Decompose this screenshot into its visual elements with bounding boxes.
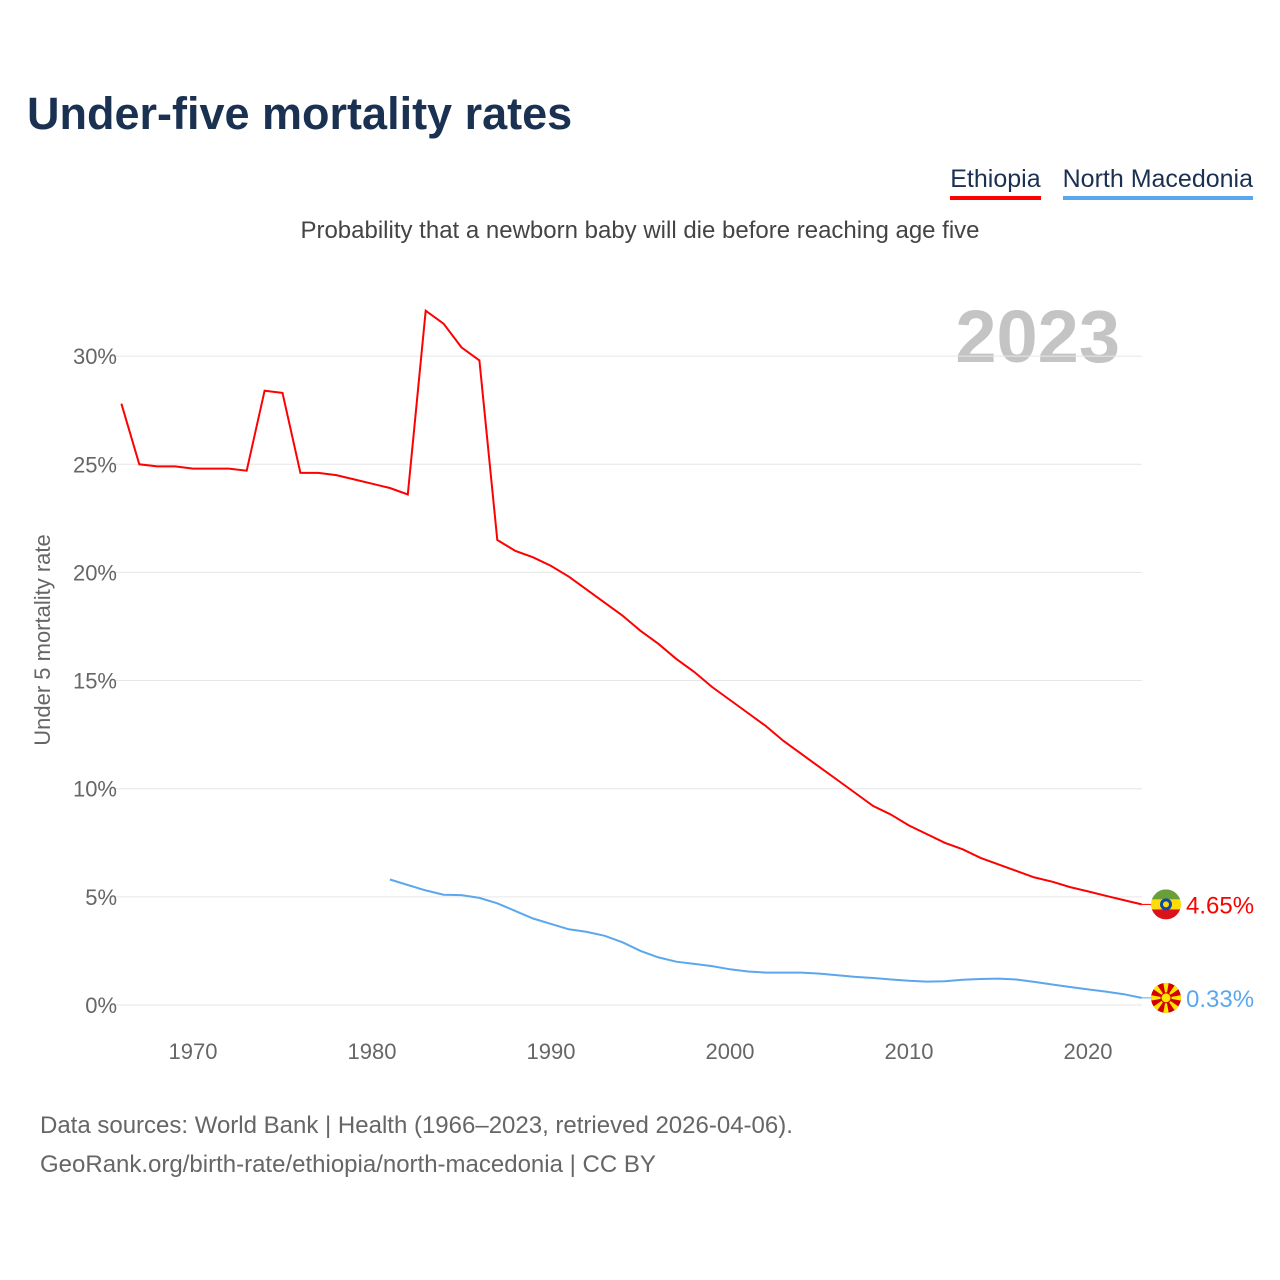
y-tick-label: 20% (73, 560, 117, 585)
ethiopia-flag-icon (1151, 889, 1181, 920)
x-tick-label: 2020 (1064, 1039, 1113, 1064)
page-title: Under-five mortality rates (27, 88, 573, 139)
y-tick-label: 10% (73, 777, 117, 802)
chart-subtitle: Probability that a newborn baby will die… (300, 217, 980, 244)
y-axis-label: Under 5 mortality rate (30, 534, 55, 746)
x-tick-label: 2010 (885, 1039, 934, 1064)
x-tick-label: 1970 (169, 1039, 218, 1064)
series-line-north-macedonia (389, 878, 1142, 999)
data-sources: Data sources: World Bank | Health (1966–… (40, 1112, 793, 1139)
series-line-ethiopia (120, 308, 1142, 906)
end-value-label: 0.33% (1186, 986, 1254, 1013)
x-tick-label: 1990 (527, 1039, 576, 1064)
y-tick-label: 5% (85, 885, 117, 910)
footer: Data sources: World Bank | Health (1966–… (40, 1106, 793, 1184)
legend-ethiopia[interactable]: Ethiopia (950, 165, 1041, 200)
legend: Ethiopia North Macedonia (950, 165, 1253, 200)
y-tick-label: 25% (73, 452, 117, 477)
x-tick-label: 2000 (706, 1039, 755, 1064)
y-tick-label: 0% (85, 993, 117, 1018)
x-tick-label: 1980 (348, 1039, 397, 1064)
y-tick-label: 30% (73, 344, 117, 369)
y-tick-label: 15% (73, 669, 117, 694)
source-link[interactable]: GeoRank.org/birth-rate/ethiopia/north-ma… (40, 1151, 656, 1178)
north-macedonia-flag-icon (1151, 982, 1181, 1013)
end-value-label: 4.65% (1186, 892, 1254, 919)
year-label: 2023 (955, 295, 1120, 378)
legend-north-macedonia[interactable]: North Macedonia (1062, 165, 1253, 200)
